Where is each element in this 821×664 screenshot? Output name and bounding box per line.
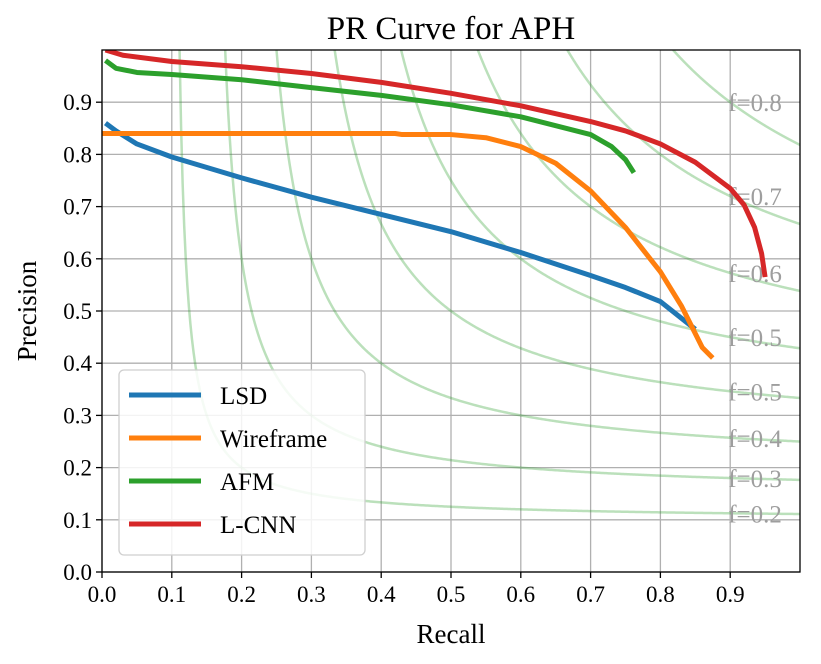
x-tick-label: 0.0 [88, 582, 117, 607]
series-line-l-cnn [104, 50, 768, 278]
iso-f-label: f=0.4 [728, 426, 782, 453]
y-tick-label: 0.0 [63, 560, 92, 585]
legend-label: Wireframe [220, 426, 327, 453]
x-tick-label: 0.2 [227, 582, 256, 607]
legend-label: LSD [220, 383, 267, 410]
y-tick-label: 0.5 [63, 299, 92, 324]
y-tick-label: 0.1 [63, 508, 92, 533]
series-line-lsd [103, 121, 697, 332]
y-tick-label: 0.6 [63, 247, 92, 272]
legend: LSD Wireframe AFM L-CNN [118, 369, 366, 556]
x-tick-label: 0.1 [157, 582, 186, 607]
y-axis-label: Precision [12, 260, 42, 361]
iso-f-label: f=0.2 [728, 501, 782, 528]
iso-f-label: f=0.3 [728, 466, 782, 493]
y-tick-label: 0.7 [63, 195, 92, 220]
iso-f-labels: f=0.2f=0.3f=0.4f=0.5f=0.5f=0.6f=0.7f=0.8 [728, 90, 782, 528]
iso-f-curve [333, 50, 800, 400]
series-line-wireframe [102, 131, 715, 360]
y-tick-label: 0.8 [63, 142, 92, 167]
iso-f-label: f=0.5 [728, 325, 782, 352]
iso-f-curve [566, 50, 800, 226]
iso-f-curve [476, 50, 800, 293]
y-tick-label: 0.3 [63, 403, 92, 428]
legend-box [118, 369, 366, 556]
iso-f-curve [672, 50, 800, 147]
x-tick-label: 0.9 [716, 582, 745, 607]
x-axis-label: Recall [417, 619, 486, 649]
x-tick-label: 0.7 [576, 582, 605, 607]
x-tick-label: 0.4 [367, 582, 396, 607]
series-line-afm [103, 58, 636, 175]
x-axis-ticks: 0.0 0.1 0.2 0.3 0.4 0.5 0.6 0.7 0.8 0.9 [88, 572, 745, 607]
legend-label: L-CNN [220, 512, 296, 539]
y-tick-label: 0.2 [63, 456, 92, 481]
x-tick-label: 0.5 [437, 582, 466, 607]
series-lines [102, 50, 768, 360]
y-axis-ticks: 0.0 0.1 0.2 0.3 0.4 0.5 0.6 0.7 0.8 0.9 [63, 90, 102, 585]
iso-f-curve [275, 50, 800, 443]
iso-f-label: f=0.8 [728, 90, 782, 117]
y-tick-label: 0.4 [63, 351, 92, 376]
x-tick-label: 0.8 [646, 582, 675, 607]
legend-label: AFM [220, 469, 274, 496]
iso-f-label: f=0.5 [728, 379, 782, 406]
y-tick-label: 0.9 [63, 90, 92, 115]
x-tick-label: 0.3 [297, 582, 326, 607]
iso-f-curve [399, 50, 800, 350]
x-tick-label: 0.6 [506, 582, 535, 607]
chart-title: PR Curve for APH [327, 11, 575, 47]
iso-f-label: f=0.6 [728, 261, 782, 288]
